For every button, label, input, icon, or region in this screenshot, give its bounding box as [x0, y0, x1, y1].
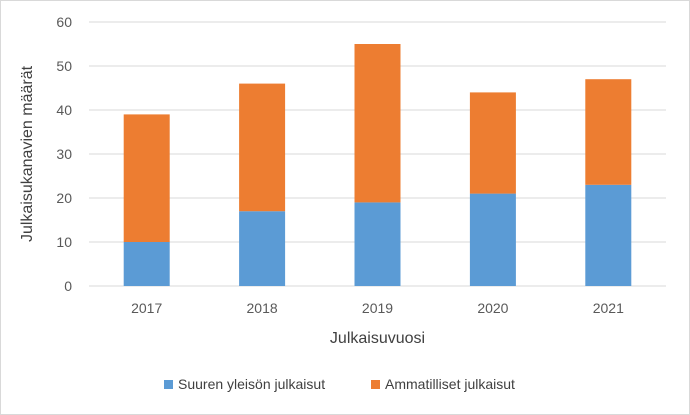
bar-2018-series-0: [239, 211, 286, 286]
x-tick-label-2021: 2021: [593, 300, 624, 316]
bar-2017-series-1: [123, 114, 170, 242]
legend: Suuren yleisön julkaisut Ammatilliset ju…: [164, 376, 515, 392]
x-tick-label-2018: 2018: [247, 300, 278, 316]
x-tick-label-2019: 2019: [362, 300, 393, 316]
x-axis-tick-labels: 2017 2018 2019 2020 2021: [131, 300, 624, 316]
y-axis-tick-labels: 0 10 20 30 40 50 60: [56, 14, 72, 294]
x-tick-label-2020: 2020: [477, 300, 508, 316]
legend-label-ammatilliset: Ammatilliset julkaisut: [385, 376, 515, 392]
legend-label-suuren-yleison: Suuren yleisön julkaisut: [178, 376, 325, 392]
bar-2020-series-1: [469, 92, 516, 194]
y-tick-label-50: 50: [56, 58, 72, 74]
bar-2019-series-1: [354, 44, 401, 203]
y-tick-label-10: 10: [56, 234, 72, 250]
y-tick-label-0: 0: [64, 278, 72, 294]
bar-2019-series-0: [354, 202, 401, 286]
legend-swatch-suuren-yleison: [164, 380, 173, 389]
y-tick-label-20: 20: [56, 190, 72, 206]
y-axis-title: Julkaisukanavien määrät: [19, 65, 36, 242]
y-tick-label-40: 40: [56, 102, 72, 118]
x-tick-label-2017: 2017: [131, 300, 162, 316]
y-tick-label-30: 30: [56, 146, 72, 162]
legend-swatch-ammatilliset: [371, 380, 380, 389]
bar-2021-series-0: [585, 184, 632, 286]
bar-2017-series-0: [123, 242, 170, 286]
bars: [123, 44, 632, 286]
x-axis-title: Julkaisuvuosi: [330, 330, 425, 347]
bar-2021-series-1: [585, 79, 632, 185]
y-tick-label-60: 60: [56, 14, 72, 30]
bar-2018-series-1: [239, 83, 286, 212]
bar-2020-series-0: [469, 193, 516, 286]
